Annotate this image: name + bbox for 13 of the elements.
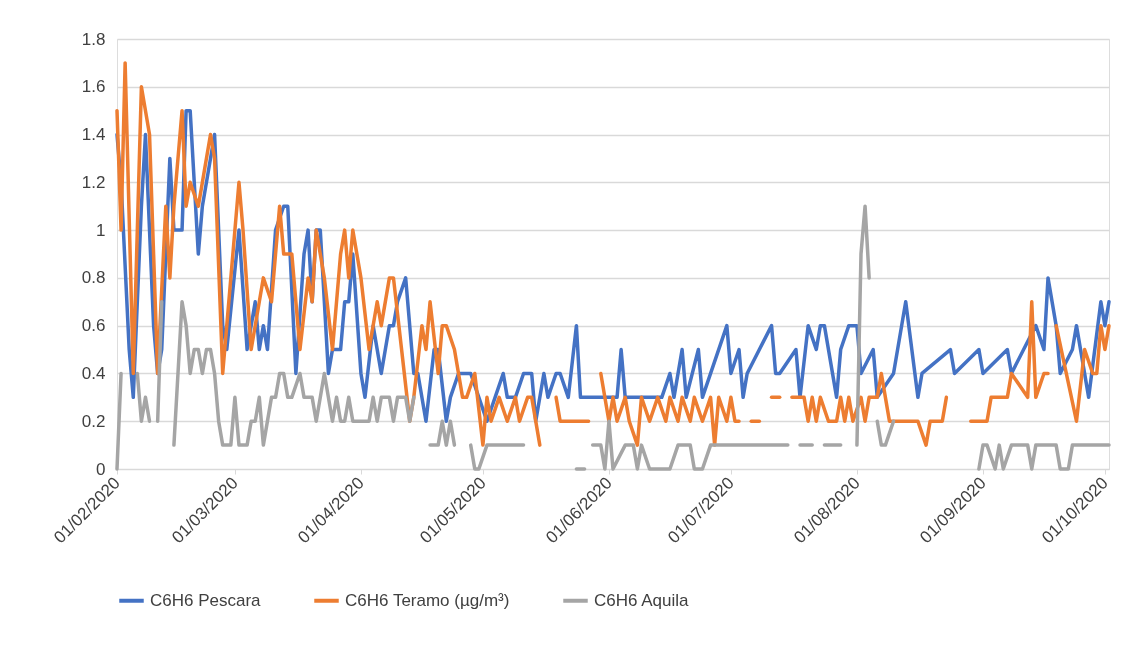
legend-label: C6H6 Pescara xyxy=(150,590,262,610)
y-tick-label: 0.2 xyxy=(81,411,106,431)
legend-label: C6H6 Aquila xyxy=(594,590,690,610)
legend-label: C6H6 Teramo (µg/m³) xyxy=(345,590,510,610)
y-tick-label: 0.8 xyxy=(81,268,106,288)
y-tick-label: 0 xyxy=(96,459,106,479)
y-tick-label: 1 xyxy=(96,220,106,240)
y-tick-label: 0.6 xyxy=(81,316,106,336)
y-tick-label: 1.8 xyxy=(81,29,106,49)
y-tick-label: 1.6 xyxy=(81,77,106,97)
y-tick-label: 1.4 xyxy=(81,125,106,145)
y-tick-label: 0.4 xyxy=(81,363,106,383)
y-tick-label: 1.2 xyxy=(81,172,106,192)
